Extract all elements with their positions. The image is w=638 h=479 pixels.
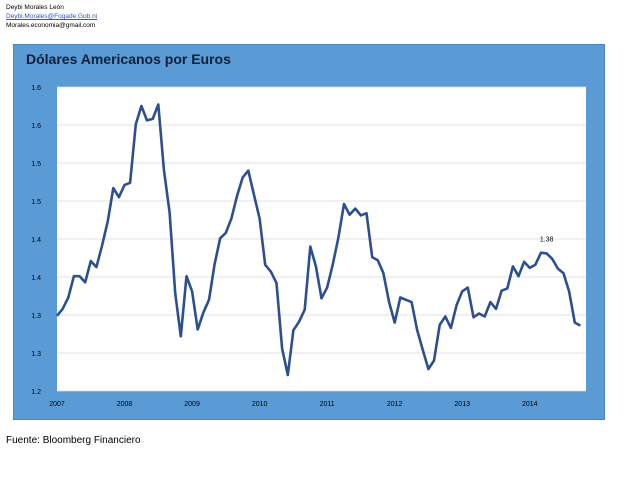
- grid-lines: [57, 86, 586, 392]
- data-labels: 1.38 1.29: [14, 45, 554, 243]
- y-tick-label: 1.3: [31, 351, 41, 358]
- line-chart: 1.2 1.3 1.3 1.4 1.4 1.5 1.5 1.6 1.6 2007 2008 2009…: [14, 45, 586, 408]
- y-tick-label: 1.2: [31, 389, 41, 396]
- data-label: 1.29: [14, 45, 21, 47]
- x-tick-label: 2014: [522, 401, 538, 408]
- y-tick-label: 1.5: [31, 161, 41, 168]
- usd-per-eur-series-line: [55, 103, 582, 377]
- y-tick-label: 1.6: [31, 123, 41, 130]
- author-email-secondary: Morales.economia@gmail.com: [6, 22, 96, 29]
- x-tick-label: 2010: [252, 401, 268, 408]
- source-note: Fuente: Bloomberg Financiero: [6, 435, 141, 446]
- y-tick-label: 1.5: [31, 199, 41, 206]
- data-label: 1.38: [540, 236, 554, 243]
- x-axis-ticks: 2007 2008 2009 2010 2011 2012 2013 2014: [49, 401, 537, 408]
- x-tick-label: 2009: [184, 401, 200, 408]
- y-axis-ticks: 1.2 1.3 1.3 1.4 1.4 1.5 1.5 1.6 1.6: [31, 85, 41, 396]
- x-tick-label: 2011: [320, 401, 335, 408]
- y-tick-label: 1.6: [31, 85, 41, 92]
- y-tick-label: 1.4: [31, 237, 41, 244]
- chart-title: Dólares Americanos por Euros: [26, 51, 231, 67]
- author-email-link[interactable]: Deybi.Morales@Fogade.Gob.ni: [6, 13, 98, 20]
- x-tick-label: 2012: [387, 401, 403, 408]
- chart-panel: Dólares Americanos por Euros 1.2 1.3 1.3 1.…: [13, 44, 605, 420]
- y-tick-label: 1.3: [31, 313, 41, 320]
- x-tick-label: 2007: [49, 401, 65, 408]
- y-tick-label: 1.4: [31, 275, 41, 282]
- x-tick-label: 2013: [454, 401, 470, 408]
- x-tick-label: 2008: [117, 401, 133, 408]
- author-name: Deybi Morales León: [6, 4, 64, 11]
